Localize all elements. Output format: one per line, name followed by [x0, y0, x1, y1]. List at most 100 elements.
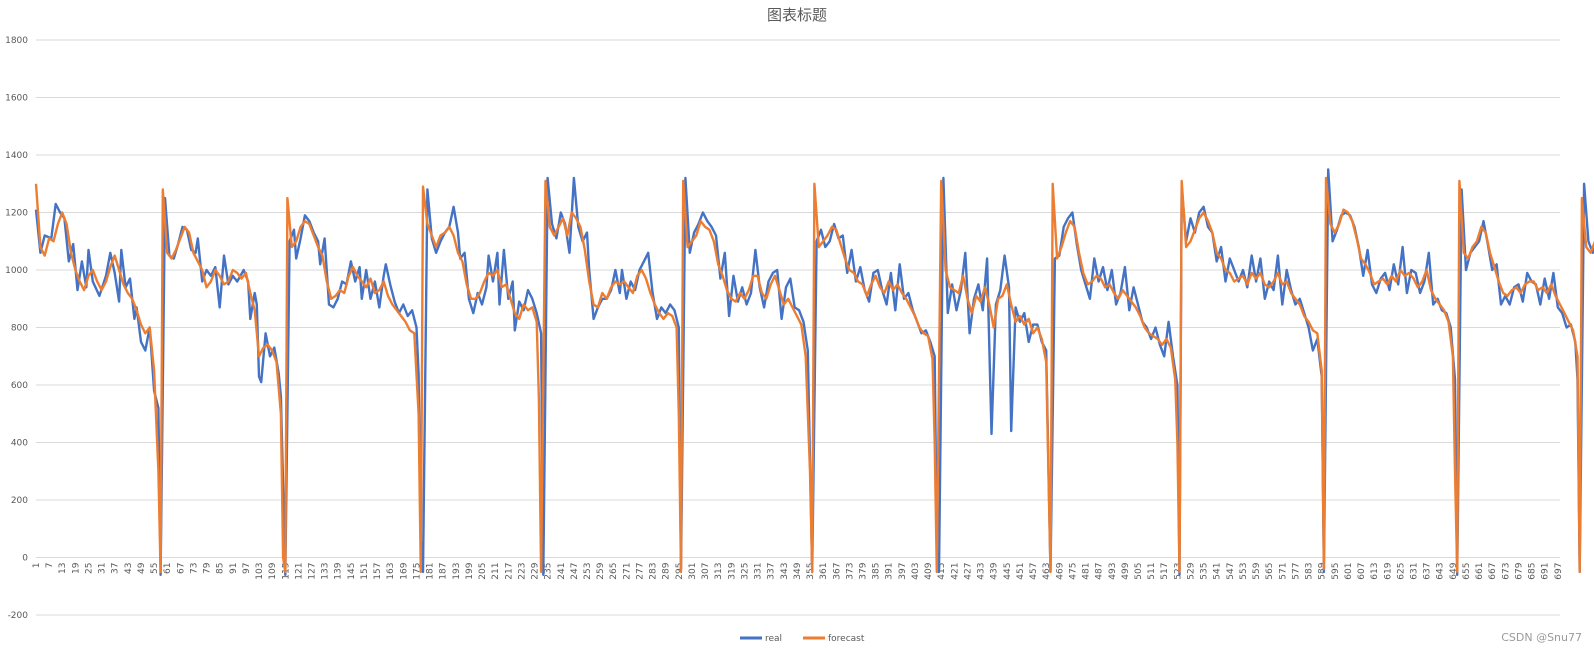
x-tick-label: 145 — [347, 563, 357, 580]
x-tick-label: 547 — [1226, 563, 1236, 580]
x-tick-label: 541 — [1213, 563, 1223, 580]
x-tick-label: 1 — [32, 563, 42, 569]
x-tick-label: 583 — [1305, 563, 1315, 580]
x-tick-label: 601 — [1344, 563, 1354, 580]
x-tick-label: 175 — [412, 563, 422, 580]
x-tick-label: 205 — [478, 563, 488, 580]
x-tick-label: 679 — [1514, 562, 1524, 579]
x-tick-label: 193 — [452, 563, 462, 580]
x-tick-label: 385 — [872, 563, 882, 580]
x-tick-label: 271 — [622, 563, 632, 580]
x-tick-label: 415 — [937, 563, 947, 580]
x-tick-label: 493 — [1108, 563, 1118, 580]
x-tick-label: 511 — [1147, 563, 1157, 580]
x-tick-label: 73 — [189, 563, 199, 574]
x-tick-label: 223 — [517, 563, 527, 580]
x-tick-label: 403 — [911, 563, 921, 580]
x-tick-label: 121 — [294, 563, 304, 580]
x-tick-label: 127 — [308, 563, 318, 580]
x-tick-label: 451 — [1016, 563, 1026, 580]
y-tick-label: 1800 — [5, 36, 28, 46]
x-tick-label: 247 — [570, 563, 580, 580]
x-tick-label: 529 — [1186, 562, 1196, 579]
x-tick-label: 19 — [71, 562, 81, 574]
x-tick-label: 211 — [491, 563, 501, 580]
x-tick-label: 439 — [990, 562, 1000, 579]
x-tick-label: 331 — [754, 563, 764, 580]
x-tick-label: 481 — [1082, 563, 1092, 580]
x-tick-label: 235 — [544, 563, 554, 580]
y-tick-label: 400 — [11, 439, 28, 449]
watermark-text: CSDN @Snu77 — [1501, 631, 1582, 644]
chart-title: 图表标题 — [766, 6, 827, 24]
x-tick-label: 613 — [1370, 563, 1380, 580]
series-line-forecast — [34, 176, 1594, 574]
x-tick-label: 433 — [977, 563, 987, 580]
x-tick-label: 265 — [609, 563, 619, 580]
y-tick-label: 1000 — [5, 266, 28, 276]
x-tick-label: 607 — [1357, 563, 1367, 580]
x-tick-label: 283 — [649, 563, 659, 580]
series-lines — [34, 168, 1594, 576]
x-tick-label: 151 — [360, 563, 370, 580]
x-tick-label: 67 — [176, 563, 186, 574]
x-tick-label: 133 — [321, 563, 331, 580]
x-tick-label: 631 — [1410, 563, 1420, 580]
x-tick-label: 379 — [859, 562, 869, 579]
y-tick-label: -200 — [8, 611, 29, 621]
x-tick-label: 55 — [150, 563, 160, 574]
x-tick-label: 229 — [531, 562, 541, 579]
x-tick-label: 79 — [203, 562, 213, 574]
x-tick-label: 391 — [885, 563, 895, 580]
x-tick-label: 13 — [58, 563, 68, 574]
x-tick-label: 535 — [1200, 563, 1210, 580]
x-tick-label: 457 — [1029, 563, 1039, 580]
x-tick-label: 85 — [216, 563, 226, 574]
y-tick-label: 200 — [11, 496, 28, 506]
x-tick-label: 253 — [583, 563, 593, 580]
x-tick-label: 307 — [701, 563, 711, 580]
x-tick-label: 343 — [780, 563, 790, 580]
x-tick-label: 469 — [1055, 562, 1065, 579]
x-tick-label: 361 — [819, 563, 829, 580]
y-axis-tick-labels: -200 0 200 400 600 800 1000 1200 1400 1600 1800 — [5, 36, 28, 621]
y-tick-label: 1400 — [5, 151, 28, 161]
x-tick-label: 475 — [1068, 563, 1078, 580]
x-tick-label: 199 — [465, 562, 475, 579]
x-tick-label: 367 — [832, 563, 842, 580]
x-tick-label: 349 — [793, 562, 803, 579]
x-tick-label: 187 — [439, 563, 449, 580]
x-tick-label: 301 — [688, 563, 698, 580]
x-tick-label: 25 — [84, 563, 94, 574]
x-tick-label: 619 — [1383, 562, 1393, 579]
x-tick-label: 217 — [504, 563, 514, 580]
legend: real forecast — [740, 634, 865, 644]
x-tick-label: 373 — [845, 563, 855, 580]
x-tick-label: 91 — [229, 563, 239, 574]
x-tick-label: 499 — [1121, 562, 1131, 579]
x-tick-label: 169 — [399, 562, 409, 579]
x-tick-label: 421 — [950, 563, 960, 580]
x-tick-label: 571 — [1278, 563, 1288, 580]
x-tick-label: 487 — [1095, 563, 1105, 580]
x-tick-label: 61 — [163, 563, 173, 574]
x-tick-label: 577 — [1291, 563, 1301, 580]
x-tick-label: 595 — [1331, 563, 1341, 580]
x-tick-label: 277 — [635, 563, 645, 580]
x-tick-label: 325 — [740, 563, 750, 580]
gridlines — [36, 39, 1560, 616]
x-tick-label: 691 — [1541, 563, 1551, 580]
y-tick-label: 0 — [22, 554, 28, 564]
x-tick-label: 97 — [242, 563, 252, 574]
x-tick-label: 517 — [1160, 563, 1170, 580]
y-tick-label: 600 — [11, 381, 28, 391]
x-tick-label: 241 — [557, 563, 567, 580]
x-tick-label: 319 — [727, 562, 737, 579]
x-tick-label: 553 — [1239, 563, 1249, 580]
x-tick-label: 139 — [334, 562, 344, 579]
x-tick-label: 7 — [45, 563, 55, 569]
y-tick-label: 1600 — [5, 94, 28, 104]
x-tick-label: 589 — [1318, 562, 1328, 579]
x-tick-label: 565 — [1265, 563, 1275, 580]
